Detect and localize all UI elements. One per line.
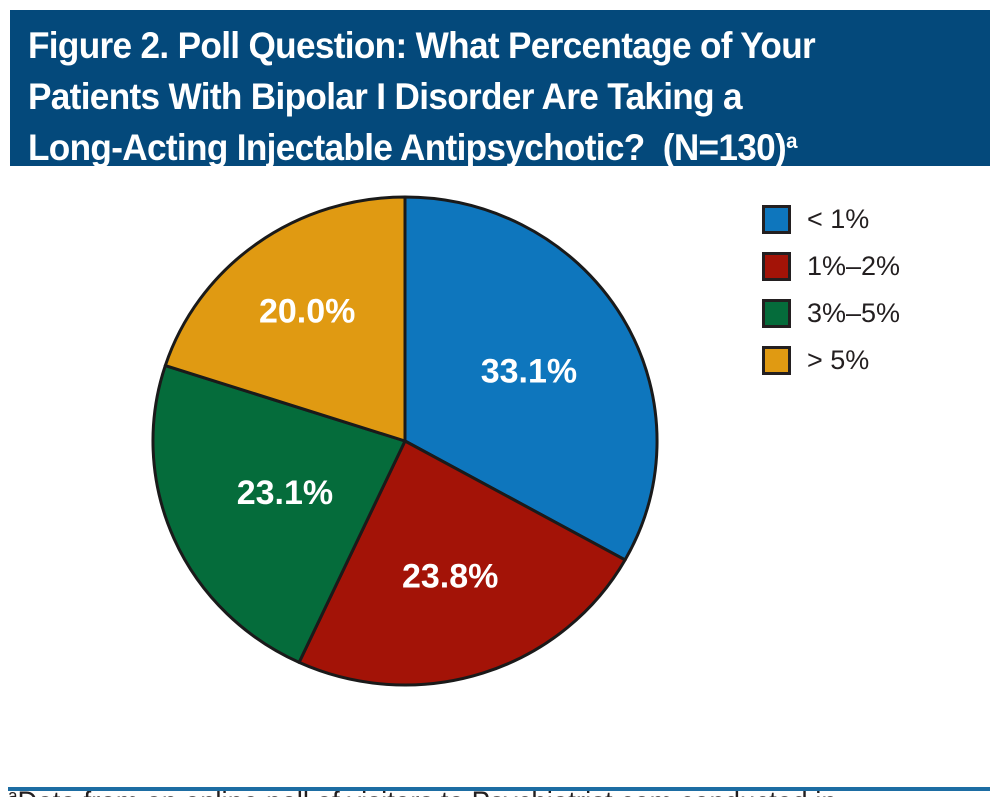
- slice-value-label: 33.1%: [481, 353, 577, 391]
- pie-slice-3: [151, 364, 407, 664]
- pie-slice-4: [163, 195, 407, 443]
- figure-title-line: Long-Acting Injectable Antipsychotic? (N…: [28, 127, 797, 168]
- legend-item-3: 3%–5%: [762, 298, 901, 328]
- pie-chart: 33.1% 23.8% 23.1% 20.0%: [151, 195, 659, 687]
- figure-title: Figure 2. Poll Question: What Percentage…: [28, 20, 942, 173]
- slice-value-label: 23.8%: [402, 558, 498, 596]
- figure-title-bar: Figure 2. Poll Question: What Percentage…: [10, 10, 990, 168]
- chart-legend: < 1% 1%–2% 3%–5% > 5%: [762, 204, 901, 393]
- legend-swatch-icon: [762, 252, 791, 281]
- title-footnote-marker: a: [786, 129, 797, 154]
- legend-swatch-icon: [762, 299, 791, 328]
- pie-slice-2: [297, 439, 627, 687]
- pie-slice-1: [403, 195, 659, 562]
- footnote: aData from an online poll of visitors to…: [8, 703, 837, 797]
- legend-swatch-icon: [762, 346, 791, 375]
- footnote-line-1: aData from an online poll of visitors to…: [8, 783, 837, 797]
- legend-label: > 5%: [807, 345, 870, 375]
- footnote-text: Data from an online poll of visitors to …: [18, 786, 837, 797]
- legend-label: 1%–2%: [807, 251, 901, 281]
- footnote-marker: a: [8, 785, 18, 797]
- legend-item-1: < 1%: [762, 204, 900, 234]
- slice-value-label: 23.1%: [237, 474, 333, 512]
- legend-item-2: 1%–2%: [762, 251, 901, 281]
- bottom-rule: [8, 787, 990, 791]
- legend-label: < 1%: [807, 204, 870, 234]
- legend-label: 3%–5%: [807, 298, 901, 328]
- legend-item-4: > 5%: [762, 345, 900, 375]
- slice-value-label: 20.0%: [259, 293, 355, 331]
- figure-title-line: Figure 2. Poll Question: What Percentage…: [28, 25, 816, 66]
- legend-swatch-icon: [762, 205, 791, 234]
- figure-title-line: Patients With Bipolar I Disorder Are Tak…: [28, 76, 743, 117]
